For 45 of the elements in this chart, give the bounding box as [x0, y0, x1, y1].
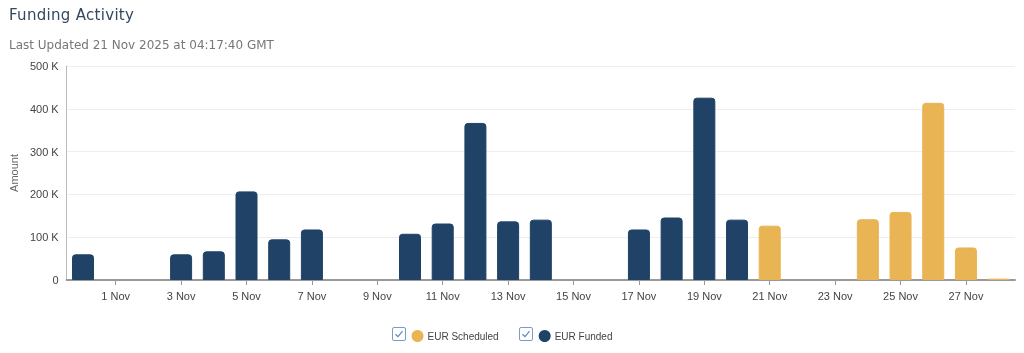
bar	[889, 211, 912, 280]
bar	[431, 223, 454, 280]
bar	[170, 254, 193, 280]
x-tick-label: 3 Nov	[166, 289, 196, 302]
y-axis-title: Amount	[7, 154, 20, 192]
legend-label: EUR Scheduled	[427, 330, 499, 342]
bar	[497, 221, 520, 280]
bar	[856, 219, 879, 280]
y-tick-label: 200 K	[29, 188, 60, 201]
bar	[300, 229, 323, 280]
x-tick-label: 15 Nov	[556, 289, 592, 302]
x-tick-label: 21 Nov	[752, 289, 788, 302]
x-tick-label: 23 Nov	[817, 289, 854, 302]
y-tick-label: 0	[52, 274, 59, 286]
bar	[235, 191, 258, 280]
bar	[72, 254, 94, 280]
y-tick-label: 300 K	[29, 145, 60, 158]
y-tick-label: 400 K	[29, 102, 60, 115]
bar	[758, 225, 781, 280]
x-tick-label: 17 Nov	[621, 289, 657, 302]
bar	[693, 97, 716, 280]
x-tick-label: 13 Nov	[490, 289, 527, 302]
bar	[954, 247, 977, 280]
chart-subtitle: Last Updated 21 Nov 2025 at 04:17:40 GMT	[9, 38, 274, 52]
bar	[268, 239, 291, 280]
y-tick-label: 100 K	[29, 231, 60, 244]
bar	[529, 219, 552, 280]
legend-label: EUR Funded	[554, 330, 613, 342]
bar	[202, 251, 225, 280]
x-tick-label: 7 Nov	[297, 289, 327, 302]
x-tick-label: 19 Nov	[686, 289, 723, 302]
x-tick-label: 9 Nov	[362, 289, 393, 302]
x-tick-label: 11 Nov	[425, 289, 461, 302]
bar	[726, 219, 749, 280]
bar	[922, 102, 945, 280]
x-tick-label: 27 Nov	[948, 289, 984, 302]
chart-title: Funding Activity	[9, 6, 136, 24]
y-tick-label: 500 K	[29, 60, 60, 72]
x-tick-label: 5 Nov	[232, 289, 262, 302]
bar	[660, 217, 683, 280]
bar	[464, 122, 487, 280]
bar	[627, 229, 650, 280]
x-tick-label: 25 Nov	[883, 289, 919, 302]
bar	[399, 233, 422, 280]
x-tick-label: 1 Nov	[101, 289, 131, 302]
